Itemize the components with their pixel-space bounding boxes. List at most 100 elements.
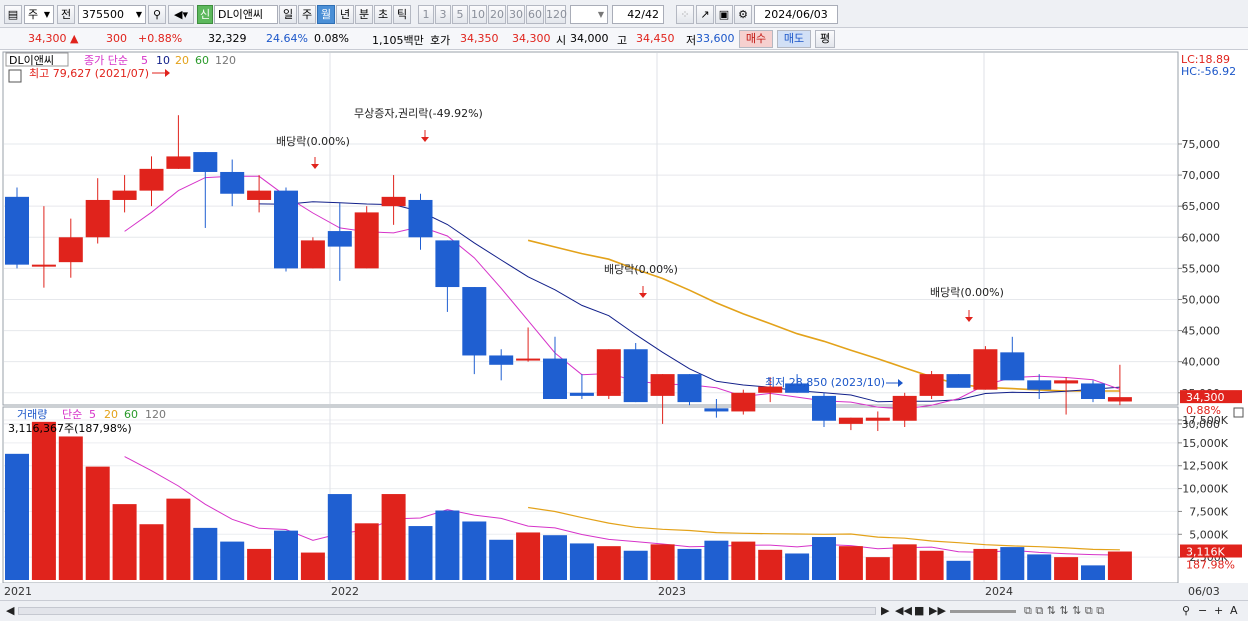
volume-bar <box>1107 551 1132 580</box>
ma10-line <box>259 201 1120 403</box>
volume-bar <box>112 504 137 580</box>
chart-tools-icon[interactable]: ⧉ ⧉ ⇅ ⇅ ⇅ ⧉ ⧉ <box>1024 604 1105 617</box>
price-axis-tick: 75,000 <box>1182 138 1221 151</box>
eval-button[interactable]: 평 <box>815 30 835 48</box>
horizontal-scrollbar[interactable] <box>18 607 876 615</box>
interval-button[interactable]: 5 <box>452 5 468 24</box>
ma20-line <box>527 239 1120 392</box>
volume-bar <box>838 546 863 580</box>
search-icon[interactable]: ⚲ <box>148 5 166 24</box>
table-icon[interactable] <box>8 69 22 83</box>
interval-button[interactable]: 60 <box>526 5 544 24</box>
volume-bar <box>327 494 352 580</box>
interval-button[interactable]: 30 <box>507 5 525 24</box>
font-size-icon[interactable]: A <box>1230 604 1238 617</box>
candle-body <box>5 196 29 265</box>
candle-body <box>300 240 325 269</box>
volume-bar <box>220 541 245 580</box>
period-button[interactable]: 년 <box>336 5 354 24</box>
interval-button[interactable]: 10 <box>469 5 487 24</box>
zoom-search-icon[interactable]: ⚲ <box>1182 604 1191 617</box>
interval-button[interactable]: 120 <box>545 5 567 24</box>
period-button[interactable]: 분 <box>355 5 373 24</box>
candle-body <box>569 392 594 396</box>
volume-bar <box>623 550 648 580</box>
candle-body <box>408 199 433 238</box>
period-button[interactable]: 월 <box>317 5 335 24</box>
candle-body <box>381 196 406 207</box>
sell-button[interactable]: 매도 <box>777 30 811 48</box>
volume-ma-label: 단순 <box>62 408 82 421</box>
period-button[interactable]: 주 <box>298 5 316 24</box>
settings-grid-icon[interactable]: ⁘ <box>676 5 694 24</box>
period-button[interactable]: 일 <box>279 5 297 24</box>
candle-body <box>1000 352 1025 381</box>
candle-body <box>650 374 675 396</box>
prev-button[interactable]: 전 <box>57 5 75 24</box>
price-axis-tick: 50,000 <box>1182 293 1221 306</box>
bottom-bar: ◀ ▶ ◀◀ ■ ▶▶ ⧉ ⧉ ⇅ ⇅ ⇅ ⧉ ⧉ ⚲ − + A <box>0 600 1248 621</box>
market-label: 주 <box>28 8 39 21</box>
zoom-out-icon[interactable]: − <box>1198 604 1208 617</box>
candle-body <box>623 349 648 403</box>
stock-code-value: 375500 <box>82 8 124 21</box>
count-field[interactable]: 42/42 <box>612 5 664 24</box>
candle-body <box>677 374 702 403</box>
hc-label: HC:-56.92 <box>1181 65 1236 78</box>
candle-body <box>946 374 971 388</box>
candle-body <box>758 386 783 393</box>
scroll-right-icon[interactable]: ▶ <box>881 604 890 617</box>
volume-bar <box>31 421 56 580</box>
draw-icon[interactable]: ↗ <box>696 5 714 24</box>
speaker-icon[interactable]: ◀▾ <box>168 5 194 24</box>
gear-icon[interactable]: ⚙ <box>734 5 752 24</box>
candle-body <box>838 417 863 424</box>
buy-button[interactable]: 매수 <box>739 30 773 48</box>
zoom-in-icon[interactable]: + <box>1214 604 1224 617</box>
volume-bar <box>543 535 567 580</box>
open-label: 시 <box>556 34 567 47</box>
candle-body <box>139 168 164 191</box>
scroll-left-icon[interactable]: ◀ <box>6 604 15 617</box>
period-button[interactable]: 초 <box>374 5 392 24</box>
stock-code-input[interactable]: 375500 ▼ <box>78 5 146 24</box>
interval-button[interactable]: 20 <box>488 5 506 24</box>
high-price-label: 최고 79,627 (2021/07) <box>29 67 149 80</box>
rewind-icon[interactable]: ◀◀ <box>895 604 912 617</box>
candle-body <box>543 358 567 399</box>
stock-chart[interactable]: 75,000 70,000 65,000 60,000 55,000 50,000 45,0… <box>0 50 1248 600</box>
quote-bar: 34,300 ▲ 300 +0.88% 32,329 24.64% 0.08% … <box>0 28 1248 50</box>
volume-bar <box>381 494 406 580</box>
stock-name: DL이앤씨 <box>214 5 278 24</box>
trade-amount: 1,105백만 <box>372 34 424 47</box>
volume-bar <box>516 532 541 580</box>
count-total: /42 <box>641 8 659 21</box>
period-button[interactable]: 틱 <box>393 5 411 24</box>
event-annotation: 배당락(0.00%) <box>276 135 350 148</box>
close-pane-icon[interactable] <box>1233 407 1244 418</box>
candle-body <box>327 231 352 247</box>
fast-forward-icon[interactable]: ▶▶ <box>929 604 946 617</box>
window-menu-icon[interactable]: ▤ <box>4 5 22 24</box>
volume-ma20-line <box>528 506 1120 551</box>
volume-bar <box>946 560 971 580</box>
volume-axis-tick: 17,500K <box>1182 414 1228 427</box>
save-icon[interactable]: ▣ <box>715 5 733 24</box>
interval-button[interactable]: 3 <box>435 5 451 24</box>
ma-legend-label: 종가 단순 <box>84 54 128 67</box>
date-field[interactable]: 2024/06/03 <box>754 5 838 24</box>
candle-body <box>516 358 541 361</box>
interval-button[interactable]: 1 <box>418 5 434 24</box>
ma-legend-60: 60 <box>195 54 209 67</box>
volume-bar <box>354 523 379 580</box>
volume-axis-tick: 10,000K <box>1182 483 1228 496</box>
event-annotation: 무상증자,권리락(-49.92%) <box>354 107 483 120</box>
count-select[interactable]: ▼ <box>570 5 608 24</box>
chevron-down-icon: ▼ <box>597 10 604 19</box>
stop-icon[interactable]: ■ <box>914 604 925 617</box>
current-price: 34,300 ▲ <box>28 32 79 45</box>
market-select[interactable]: 주 ▼ <box>24 5 54 24</box>
volume-bar <box>408 526 433 580</box>
volume-axis-tick: 12,500K <box>1182 460 1228 473</box>
zoom-slider[interactable] <box>950 610 1016 613</box>
